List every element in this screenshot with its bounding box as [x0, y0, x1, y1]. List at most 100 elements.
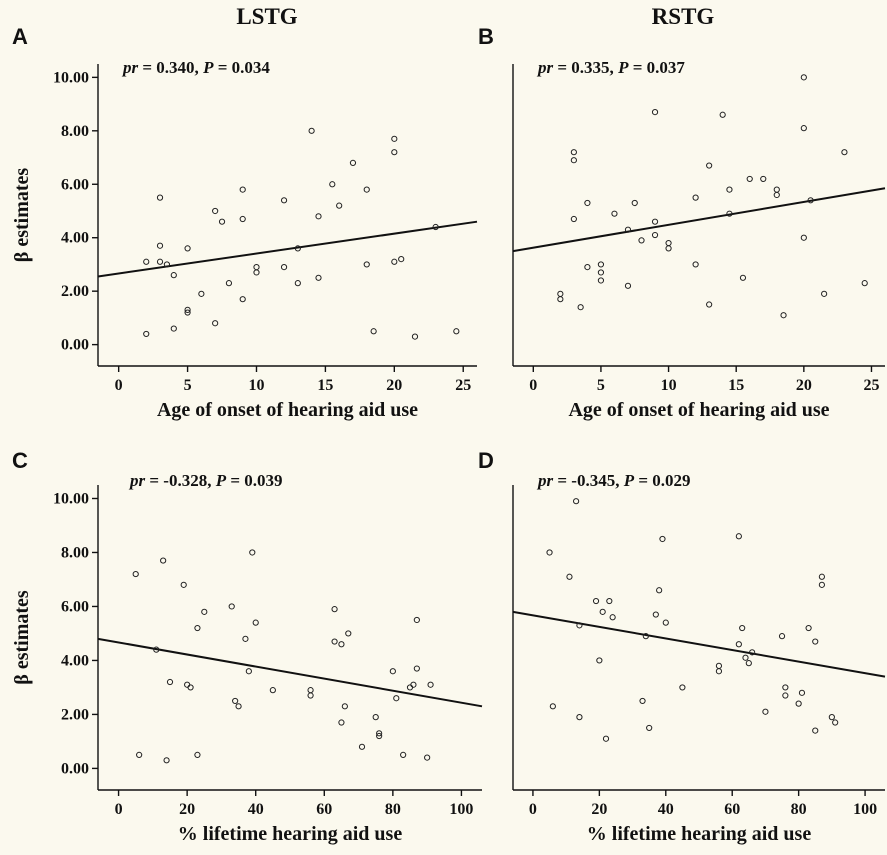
x-tick-label: 20 [386, 377, 402, 394]
panel-b: B 0 5 10 15 20 25 Age of onset of hearing aid u… [478, 24, 886, 421]
panel-letter: A [12, 24, 28, 49]
data-point [406, 684, 414, 691]
data-point [400, 751, 407, 759]
data-point [549, 703, 556, 710]
data-point [198, 290, 205, 297]
data-point [652, 611, 659, 618]
data-point [818, 573, 825, 580]
panel-d: D 0 20 40 60 80 100 % lifetime hearing aid use p… [478, 448, 886, 845]
data-point [800, 74, 807, 81]
y-tick-label: 8.00 [61, 123, 89, 140]
data-point [570, 215, 577, 223]
data-point [638, 237, 645, 244]
data-point [742, 654, 749, 661]
x-axis-title: % lifetime hearing aid use [178, 823, 403, 845]
x-tick-label: 40 [248, 801, 264, 818]
x-tick-label: 60 [316, 801, 332, 818]
data-point [252, 619, 259, 626]
data-point [410, 681, 417, 688]
data-point [280, 264, 288, 271]
data-point [631, 199, 638, 207]
data-point [861, 280, 868, 287]
data-point [363, 186, 370, 193]
x-tick-label: 25 [863, 377, 879, 394]
stat-value: = 0.034 [213, 58, 270, 77]
data-point [812, 727, 819, 734]
stat-symbol: P [617, 58, 629, 77]
data-point [143, 330, 150, 338]
data-point [611, 210, 618, 217]
stat-value: = -0.345, [553, 471, 624, 490]
data-point [184, 306, 191, 313]
data-point [739, 624, 746, 632]
data-point [156, 242, 164, 249]
data-point [376, 732, 383, 740]
data-point [212, 207, 219, 215]
x-tick-label: 100 [853, 801, 877, 818]
data-point [597, 261, 605, 268]
data-point [577, 304, 584, 311]
data-point [760, 175, 767, 183]
stat-annotation: pr = 0.335, P = 0.037 [536, 58, 685, 77]
regression-line [97, 637, 483, 708]
stat-annotation: pr = -0.328, P = 0.039 [128, 471, 283, 490]
stat-value: = 0.039 [226, 471, 282, 490]
data-point [596, 657, 603, 664]
data-point [331, 606, 338, 613]
data-point [239, 296, 246, 303]
x-tick-label: 20 [179, 801, 195, 818]
data-point [782, 684, 789, 691]
data-point [187, 684, 194, 691]
data-point [557, 296, 564, 303]
data-point [338, 719, 345, 726]
stat-symbol: pr [121, 58, 139, 77]
x-tick-label: 15 [317, 377, 333, 394]
data-point [184, 245, 191, 252]
data-point [160, 557, 167, 564]
data-point [746, 175, 753, 183]
regression-line [512, 187, 886, 253]
y-axis-title: β estimates [11, 590, 33, 685]
data-point [308, 127, 315, 134]
panel-letter: D [478, 448, 494, 473]
data-point [576, 714, 583, 721]
column-title-rstg: RSTG [652, 4, 715, 29]
data-point [136, 751, 143, 759]
data-point [372, 714, 379, 721]
x-tick-label: 80 [385, 801, 401, 818]
data-point [163, 757, 170, 764]
stat-value: = -0.328, [145, 471, 216, 490]
data-point [315, 213, 322, 220]
data-point [807, 197, 814, 204]
x-tick-label: 15 [728, 377, 744, 394]
stat-value: = 0.029 [634, 471, 690, 490]
data-point [411, 333, 419, 340]
data-point [232, 697, 239, 705]
data-point [156, 258, 164, 265]
data-point [706, 301, 713, 308]
data-point [798, 689, 806, 696]
data-point [170, 272, 177, 279]
panel-c: C 0 20 40 60 80 100 0.00 2.00 4.00 6.00 8.00 10.00 β … [11, 448, 483, 845]
data-point [778, 633, 786, 640]
x-tick-label: 20 [591, 801, 607, 818]
y-tick-label: 8.00 [61, 544, 89, 561]
data-point [735, 641, 742, 648]
data-point [726, 210, 733, 217]
y-tick-label: 0.00 [61, 760, 89, 777]
x-tick-label: 10 [661, 377, 677, 394]
data-point [143, 258, 150, 265]
data-point [706, 162, 713, 169]
x-tick-label: 10 [248, 377, 264, 394]
data-point [453, 328, 460, 335]
data-point [170, 325, 177, 332]
x-axis-title: % lifetime hearing aid use [587, 823, 812, 845]
data-point [566, 573, 573, 580]
x-tick-label: 5 [184, 377, 192, 394]
data-point [800, 125, 807, 132]
data-point [391, 135, 398, 142]
data-point [235, 703, 242, 710]
data-point [427, 681, 434, 688]
data-point [294, 280, 301, 287]
x-tick-label: 60 [724, 801, 740, 818]
